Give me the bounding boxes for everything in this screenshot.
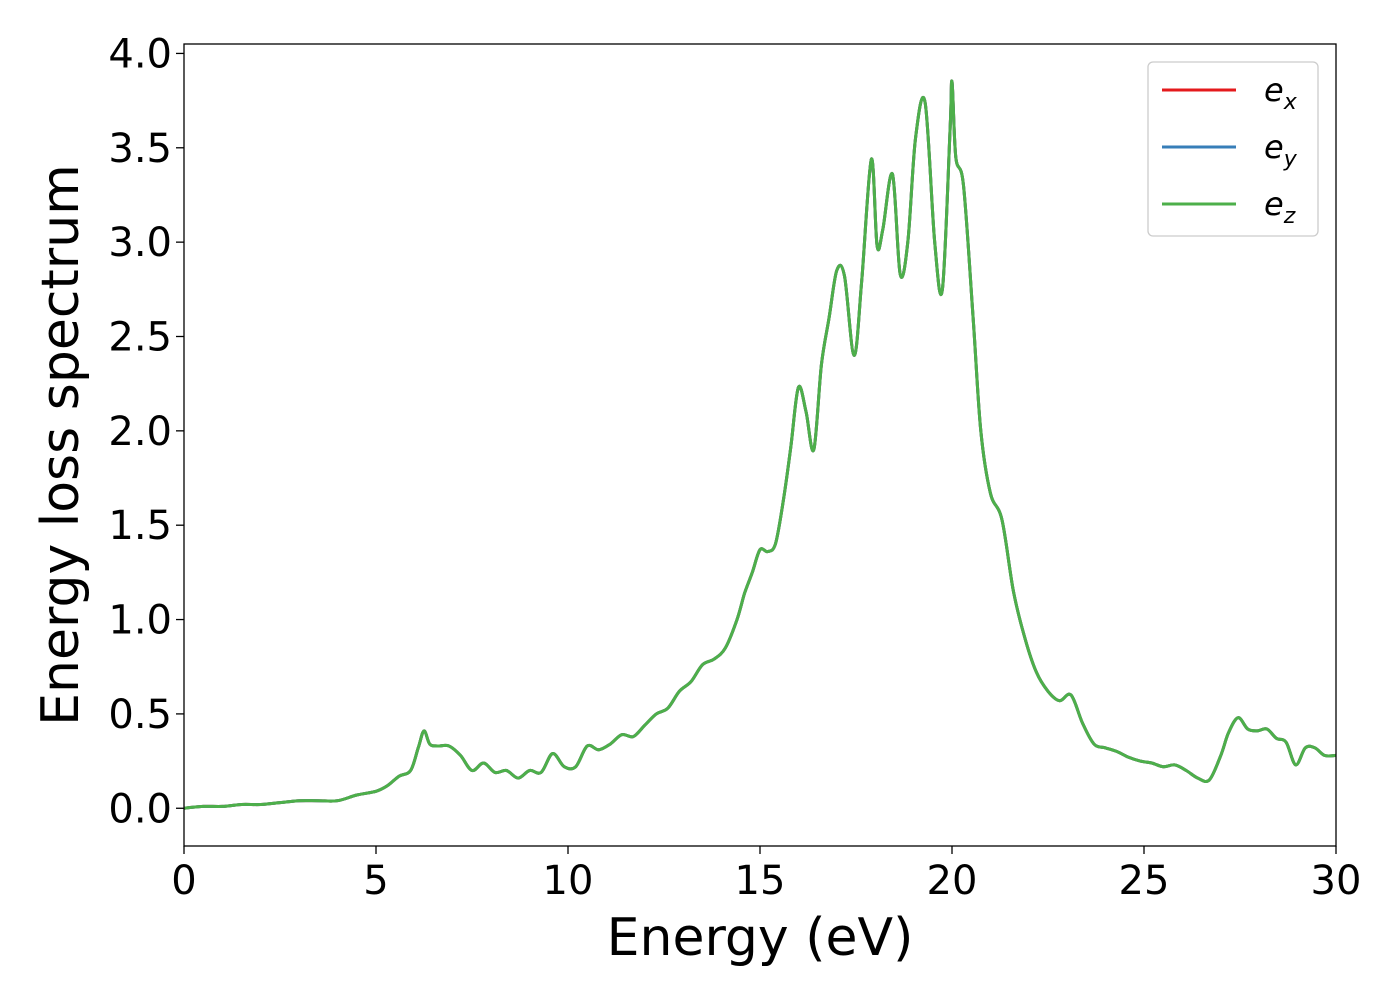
y-tick-label: 2.5	[108, 314, 172, 360]
x-tick-label: 0	[171, 858, 196, 904]
y-axis-label: Energy loss spectrum	[31, 164, 91, 726]
y-tick-label: 0.5	[108, 692, 172, 738]
legend-label-x: ex	[1264, 71, 1298, 115]
x-tick-label: 20	[927, 858, 978, 904]
legend-label-base: e	[1264, 185, 1284, 223]
legend-label-z: ez	[1264, 185, 1296, 229]
y-tick-label: 1.5	[108, 503, 172, 549]
x-tick-label: 5	[363, 858, 388, 904]
legend-label-sub: y	[1283, 147, 1298, 172]
ticks-layer: 0 5 10 15 20 25 30 0.0 0.5 1.0 1.5 2.0 2.5 3.0 3.5 4.0	[108, 31, 1361, 904]
series-line-z	[184, 79, 1336, 810]
y-tick-label: 2.0	[108, 409, 172, 455]
x-tick-label: 30	[1311, 858, 1362, 904]
y-tick-label: 1.0	[108, 598, 172, 644]
y-tick-label: 3.5	[108, 126, 172, 172]
legend-label-sub: x	[1283, 90, 1298, 115]
legend-label-base: e	[1264, 71, 1284, 109]
series-layer	[184, 79, 1336, 810]
y-tick-label: 0.0	[108, 786, 172, 832]
x-tick-label: 10	[543, 858, 594, 904]
y-tick-label: 4.0	[108, 31, 172, 77]
legend-label-sub: z	[1283, 204, 1296, 229]
legend-label-y: ey	[1264, 128, 1298, 172]
legend-label-base: e	[1264, 128, 1284, 166]
x-axis-label: Energy (eV)	[607, 908, 914, 968]
x-tick-label: 15	[735, 858, 786, 904]
y-tick-label: 3.0	[108, 220, 172, 266]
legend-box	[1147, 61, 1319, 237]
x-tick-label: 25	[1119, 858, 1170, 904]
